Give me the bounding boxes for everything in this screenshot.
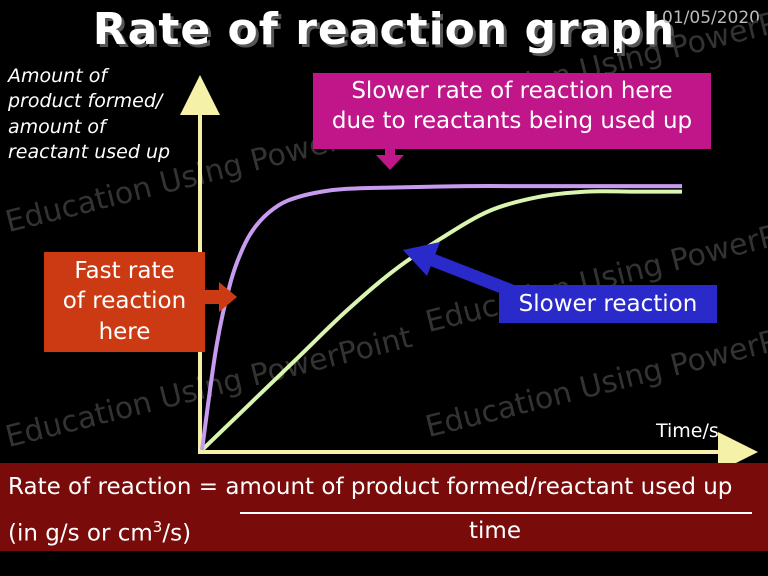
formula-denominator: time: [469, 518, 521, 544]
y-axis-label-line: product formed/: [8, 90, 163, 113]
y-axis-label-line: amount of: [8, 115, 106, 138]
series-line-fast-reaction: [200, 184, 682, 451]
y-axis-label-line: Amount of: [8, 65, 108, 87]
series-line-slower-reaction: [200, 189, 682, 452]
fast-rate-annotation: Fast rate of reaction here: [44, 252, 205, 352]
units-suffix: /s): [162, 520, 192, 547]
x-axis-label: Time/s: [656, 420, 719, 442]
units-prefix: (in g/s or cm: [8, 520, 153, 547]
pink-arrow-icon: [376, 148, 404, 170]
fraction-line: [240, 512, 752, 514]
orange-arrow-icon: [204, 282, 237, 312]
formula-units: (in g/s or cm3/s): [8, 518, 191, 547]
annotation-line: due to reactants being used up: [331, 107, 693, 134]
slower-reaction-annotation: Slower reaction: [499, 285, 717, 323]
slower-rate-annotation: Slower rate of reaction here due to reac…: [313, 73, 711, 149]
annotation-line: here: [98, 318, 151, 345]
y-axis-label: Amount of product formed/ amount of reac…: [8, 64, 198, 165]
blue-arrow-icon: [403, 242, 515, 298]
page-title: Rate of reaction graph: [92, 4, 676, 55]
units-superscript: 3: [152, 518, 163, 536]
annotation-line: Fast rate: [74, 258, 175, 284]
annotation-line: Slower rate of reaction here: [351, 78, 673, 104]
y-axis-label-line: reactant used up: [8, 140, 171, 163]
date-label: 01/05/2020: [662, 8, 760, 28]
formula-numerator: Rate of reaction = amount of product for…: [8, 474, 733, 500]
formula-bar: [0, 463, 768, 551]
annotation-line: of reaction: [62, 288, 187, 315]
